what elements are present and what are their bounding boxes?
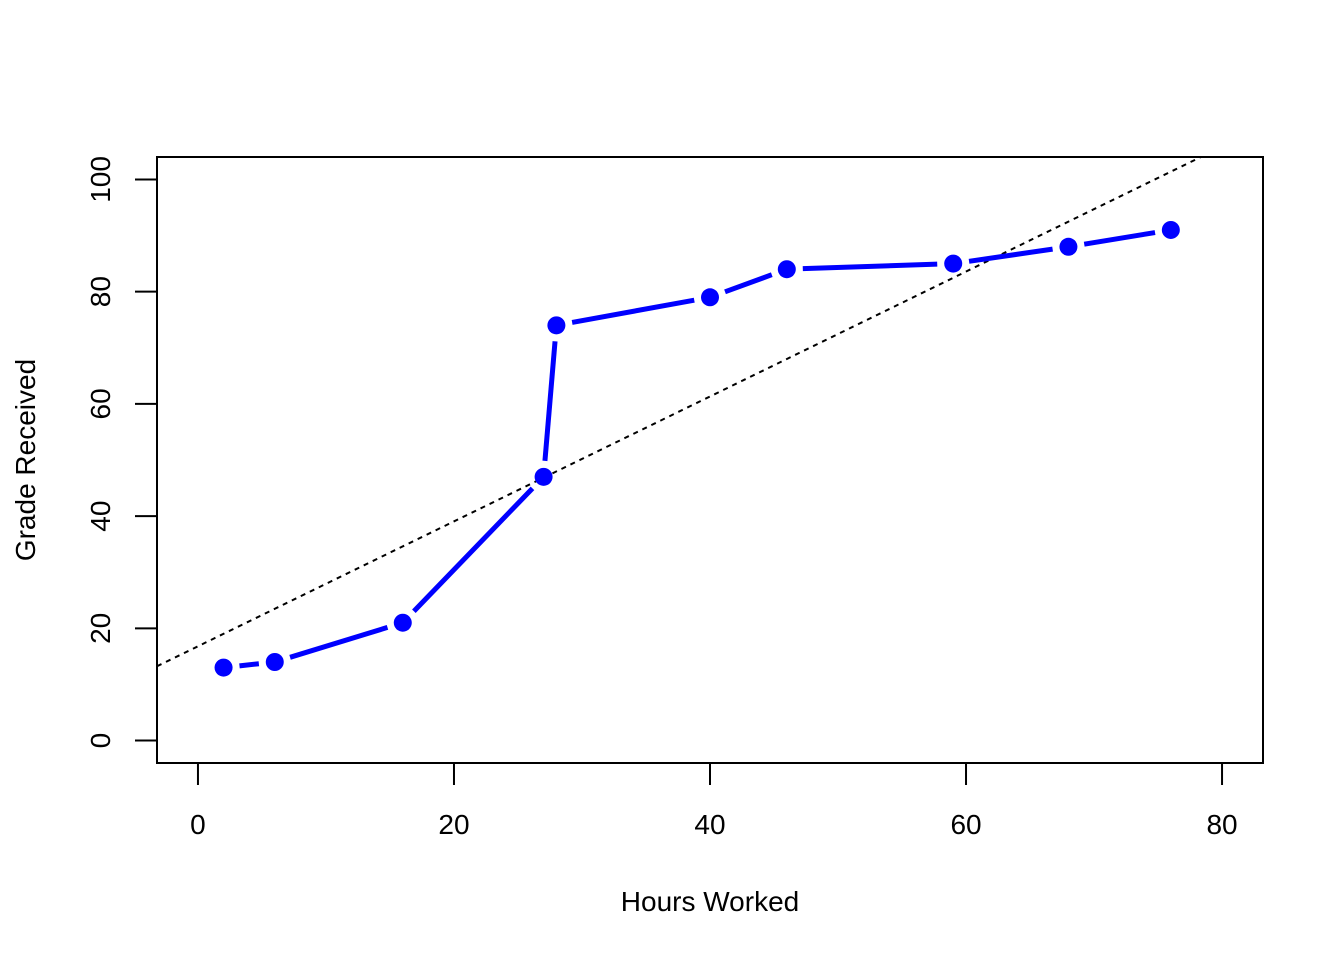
x-tick-label: 40 [694,809,725,840]
x-tick-label: 20 [438,809,469,840]
x-tick-label: 60 [950,809,981,840]
series-segment [289,625,389,660]
y-tick-label: 20 [85,613,116,644]
data-point [265,653,284,671]
data-point [534,467,553,486]
data-point [701,288,719,307]
y-tick-label: 100 [85,156,116,203]
x-tick-label: 0 [190,809,206,840]
y-axis-label: Grade Received [10,359,41,561]
series-layer [214,220,1180,677]
series-segment [571,297,695,325]
x-axis: 0 20 40 60 80 [190,762,1238,840]
data-point [944,254,963,273]
series-segment [968,246,1053,264]
series-segment [412,486,535,613]
y-tick-label: 0 [85,733,116,749]
x-tick-label: 80 [1206,809,1237,840]
y-tick-label: 40 [85,501,116,532]
data-point [1161,220,1180,239]
series-segment [724,272,773,295]
series-segment [1083,230,1156,247]
data-point [547,316,566,335]
y-axis: 0 20 40 60 80 100 [85,156,158,749]
series-segment [239,661,260,669]
y-tick-label: 60 [85,388,116,419]
x-axis-label: Hours Worked [621,886,799,917]
reference-line-layer [157,157,1204,668]
series-segment [802,261,938,272]
data-point [214,658,233,677]
plot-frame [156,156,1264,764]
data-point [1059,237,1078,256]
data-point [777,260,796,279]
y-tick-label: 80 [85,276,116,307]
reference-line [157,157,1204,668]
data-point [393,613,412,632]
series-segment [542,341,558,462]
